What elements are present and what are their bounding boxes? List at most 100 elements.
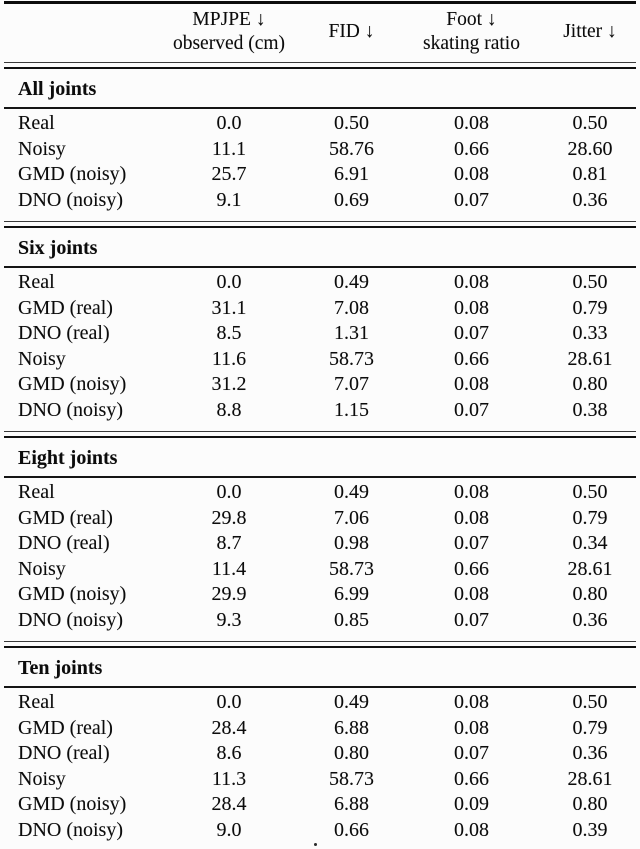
- table-row: DNO (noisy) 8.8 1.15 0.07 0.38: [4, 398, 636, 424]
- section-title-row: Ten joints: [4, 648, 636, 686]
- section-title: Six joints: [18, 237, 98, 259]
- value-cell: 28.61: [567, 767, 613, 790]
- row-label: Real: [18, 481, 55, 503]
- header-mpjpe-line2: observed (cm): [172, 33, 286, 54]
- value-cell: 0.69: [334, 188, 369, 211]
- section-rows: Real 0.0 0.49 0.08 0.50 GMD (real) 29.8 7.06 0.0…: [4, 478, 636, 641]
- header-cell-jitter: Jitter ↓: [544, 20, 636, 44]
- value-cell: 6.99: [334, 583, 369, 605]
- section-divider-rule: [4, 641, 636, 648]
- value-cell: 0.36: [572, 742, 608, 764]
- row-label: DNO (noisy): [18, 608, 123, 631]
- value-cell: 6.88: [334, 793, 369, 815]
- value-cell: 0.08: [454, 818, 489, 841]
- row-label: DNO (noisy): [18, 398, 123, 421]
- row-label: GMD (noisy): [18, 793, 127, 815]
- value-cell: 8.5: [216, 322, 242, 344]
- section-title-row: All joints: [4, 69, 636, 107]
- value-cell: 0.34: [572, 532, 608, 554]
- value-cell: 0.66: [334, 818, 369, 841]
- value-cell: 0.08: [454, 296, 489, 319]
- section-title-row: Six joints: [4, 228, 636, 266]
- value-cell: 0.36: [572, 608, 608, 631]
- table-row: GMD (real) 31.1 7.08 0.08 0.79: [4, 296, 636, 322]
- value-cell: 0.49: [334, 691, 369, 713]
- value-cell: 0.49: [334, 481, 369, 503]
- value-cell: 0.80: [572, 583, 608, 605]
- section-title: All joints: [18, 78, 97, 100]
- table-row: GMD (real) 29.8 7.06 0.08 0.79: [4, 506, 636, 532]
- value-cell: 28.4: [211, 716, 247, 739]
- value-cell: 9.1: [216, 188, 242, 211]
- value-cell: 11.4: [211, 557, 247, 580]
- value-cell: 0.09: [454, 793, 489, 815]
- table-sections: All joints Real 0.0 0.50 0.08 0.50 Noisy 11.1 58…: [4, 62, 636, 849]
- value-cell: 0.80: [334, 742, 369, 764]
- value-cell: 25.7: [211, 163, 247, 185]
- value-cell: 1.15: [334, 398, 369, 421]
- row-label: GMD (real): [18, 296, 113, 319]
- row-label: GMD (real): [18, 506, 113, 529]
- value-cell: 31.1: [211, 296, 247, 319]
- value-cell: 58.73: [329, 347, 374, 370]
- value-cell: 0.07: [454, 398, 489, 421]
- section-divider-rule: [4, 62, 636, 69]
- value-cell: 58.73: [329, 557, 374, 580]
- value-cell: 0.79: [572, 296, 608, 319]
- table-row: Real 0.0 0.49 0.08 0.50: [4, 480, 636, 506]
- table-row: Real 0.0 0.49 0.08 0.50: [4, 270, 636, 296]
- table-row: DNO (noisy) 9.0 0.66 0.08 0.39: [4, 818, 636, 844]
- table-row: GMD (noisy) 25.7 6.91 0.08 0.81: [4, 162, 636, 188]
- section-title-underline-rule: [4, 686, 636, 688]
- value-cell: 0.08: [454, 583, 489, 605]
- value-cell: 0.33: [572, 322, 608, 344]
- value-cell: 0.0: [216, 271, 242, 293]
- value-cell: 0.98: [334, 532, 369, 554]
- value-cell: 11.1: [211, 137, 247, 160]
- table-row: Real 0.0 0.50 0.08 0.50: [4, 111, 636, 137]
- table-row: Noisy 11.4 58.73 0.66 28.61: [4, 557, 636, 583]
- value-cell: 0.07: [454, 742, 489, 764]
- row-label: GMD (noisy): [18, 163, 127, 185]
- value-cell: 0.08: [454, 163, 489, 185]
- results-table: MPJPE ↓ observed (cm) FID ↓ Foot ↓ skati…: [4, 1, 636, 849]
- header-foot-line2: skating ratio: [423, 33, 520, 54]
- value-cell: 0.50: [334, 112, 369, 134]
- header-foot-line1: Foot ↓: [446, 9, 497, 30]
- value-cell: 0.66: [454, 767, 489, 790]
- value-cell: 58.76: [329, 137, 374, 160]
- value-cell: 0.08: [454, 691, 489, 713]
- value-cell: 0.49: [334, 271, 369, 293]
- table-row: DNO (real) 8.6 0.80 0.07 0.36: [4, 741, 636, 767]
- value-cell: 29.8: [211, 506, 247, 529]
- value-cell: 0.66: [454, 557, 489, 580]
- value-cell: 8.6: [216, 742, 242, 764]
- section-rows: Real 0.0 0.49 0.08 0.50 GMD (real) 28.4 6.88 0.0…: [4, 688, 636, 849]
- section-title-underline-rule: [4, 107, 636, 109]
- header-fid-line1: FID ↓: [328, 21, 375, 42]
- value-cell: 29.9: [211, 583, 247, 605]
- value-cell: 0.50: [572, 691, 608, 713]
- section-rows: Real 0.0 0.50 0.08 0.50 Noisy 11.1 58.76 0.66 28.…: [4, 109, 636, 221]
- row-label: Noisy: [18, 347, 66, 370]
- value-cell: 58.73: [329, 767, 374, 790]
- table-top-rule: [4, 1, 636, 4]
- value-cell: 0.08: [454, 112, 489, 134]
- value-cell: 6.88: [334, 716, 369, 739]
- value-cell: 11.6: [211, 347, 247, 370]
- value-cell: 0.66: [454, 347, 489, 370]
- value-cell: 0.50: [572, 481, 608, 503]
- table-row: DNO (real) 8.7 0.98 0.07 0.34: [4, 531, 636, 557]
- value-cell: 0.0: [216, 691, 242, 713]
- table-row: DNO (real) 8.5 1.31 0.07 0.33: [4, 321, 636, 347]
- row-label: GMD (real): [18, 716, 113, 739]
- header-mpjpe-line1: MPJPE ↓: [192, 9, 266, 30]
- value-cell: 0.0: [216, 112, 242, 134]
- row-label: Real: [18, 691, 55, 713]
- value-cell: 28.60: [567, 137, 613, 160]
- value-cell: 28.61: [567, 557, 613, 580]
- row-label: GMD (noisy): [18, 583, 127, 605]
- table-row: Noisy 11.1 58.76 0.66 28.60: [4, 137, 636, 163]
- value-cell: 28.61: [567, 347, 613, 370]
